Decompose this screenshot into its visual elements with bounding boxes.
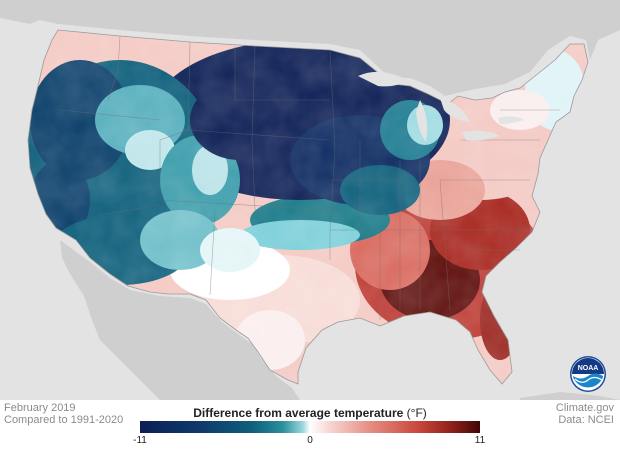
legend-tick-min: -11 [133,435,147,446]
legend-title: Difference from average temperature (°F) [140,406,480,420]
legend-footer: February 2019 Compared to 1991-2020 Clim… [0,400,620,450]
canada-landmass [0,0,620,96]
credit-label: Climate.gov [555,402,614,414]
baseline-label: Compared to 1991-2020 [4,414,124,426]
map-meta-right: Climate.gov Data: NCEI [556,402,614,426]
caribbean-landmass [520,392,620,400]
legend-tick-max: 11 [474,435,486,446]
data-source-label: Data: NCEI [558,414,614,426]
legend-unit: (°F) [406,406,427,420]
noaa-logo-icon: NOAA [570,356,606,392]
date-label: February 2019 [4,402,76,414]
legend-color-scale [140,421,480,433]
temperature-anomaly-map [0,0,620,400]
legend-tick-mid: 0 [307,435,313,446]
noaa-logo-text: NOAA [578,365,599,372]
great-lakes [358,71,524,142]
mexico-landmass [60,240,300,400]
state-boundaries [59,35,560,320]
conus-outline [27,29,589,385]
legend-title-text: Difference from average temperature [193,406,404,420]
map-meta-left: February 2019 Compared to 1991-2020 [4,402,123,426]
